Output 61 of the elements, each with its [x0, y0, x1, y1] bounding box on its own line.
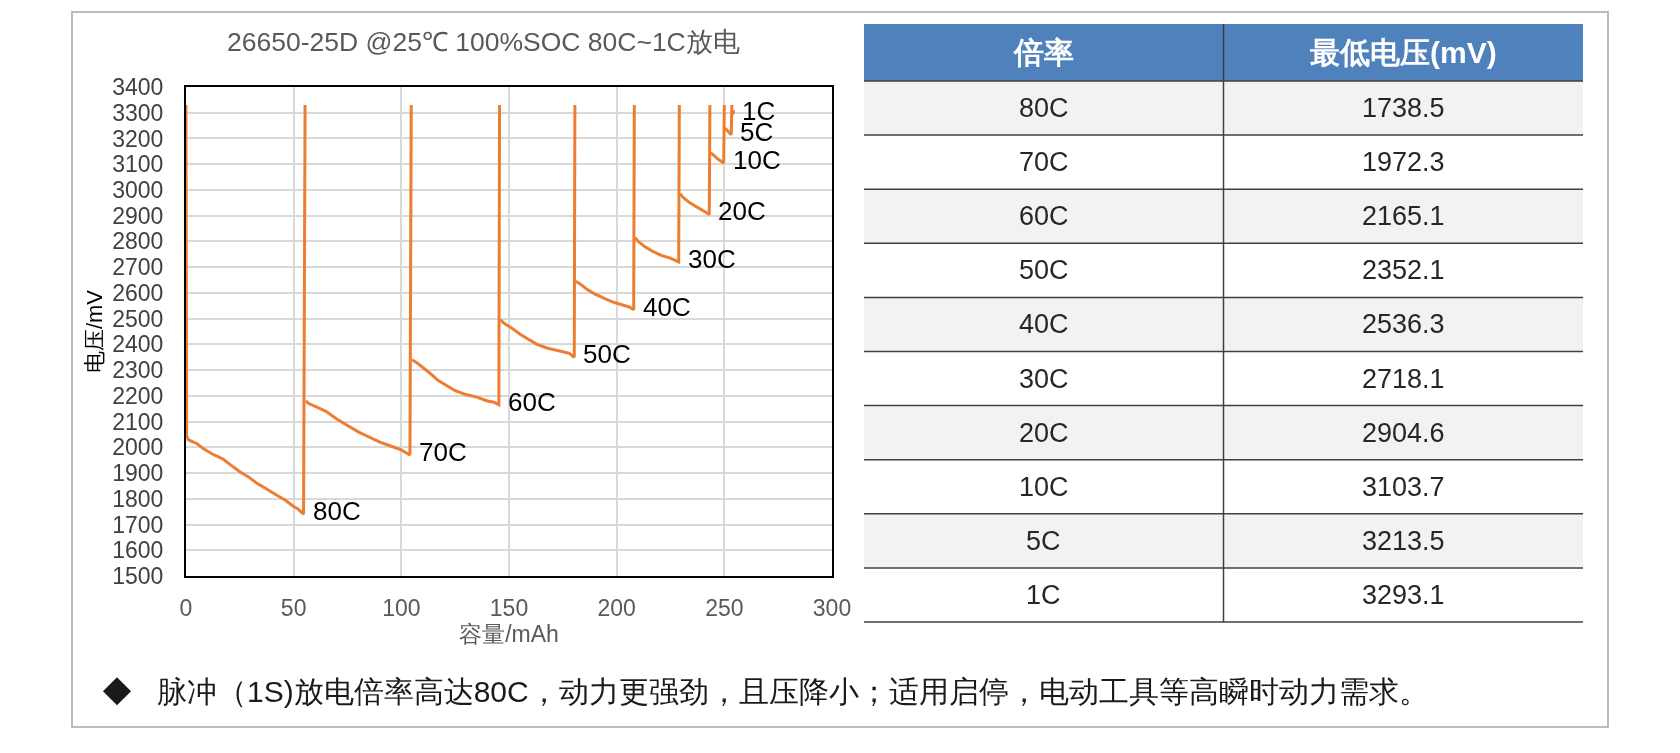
y-tick-label: 1800: [112, 485, 164, 512]
chart-title: 26650-25D @25℃ 100%SOC 80C~1C放电: [227, 27, 740, 57]
series-label: 50C: [583, 339, 631, 369]
y-tick-label: 2300: [112, 357, 164, 384]
series-label: 40C: [643, 292, 691, 322]
y-axis-title: 倍率: [1013, 36, 1074, 69]
data-label: 2536.3: [1362, 309, 1445, 339]
y-tick-label: 40C: [1019, 309, 1069, 339]
x-tick-label: 50: [280, 594, 307, 621]
y-tick-label: 80C: [1019, 93, 1069, 123]
data-label: 3213.5: [1362, 526, 1445, 556]
series-label: 70C: [419, 437, 467, 467]
data-label: 2165.1: [1362, 201, 1445, 231]
x-tick-label: 最低电压(mV): [1310, 36, 1497, 69]
y-tick-label: 1C: [1026, 580, 1061, 610]
data-label: 1972.3: [1362, 147, 1445, 177]
y-axis-title: 电压/mV: [81, 289, 107, 374]
y-tick-label: 60C: [1019, 201, 1069, 231]
y-tick-label: 2100: [112, 408, 164, 435]
y-tick-label: 1900: [112, 460, 164, 487]
x-tick-label: 100: [382, 594, 421, 621]
y-tick-label: 2400: [112, 331, 164, 358]
x-tick-label: 300: [812, 594, 852, 621]
data-label: 2904.6: [1362, 418, 1445, 448]
y-tick-label: 5C: [1026, 526, 1061, 556]
y-tick-label: 2000: [112, 434, 164, 461]
data-label: 2718.1: [1362, 364, 1445, 394]
y-tick-label: 2200: [112, 382, 164, 409]
data-label: 3293.1: [1362, 580, 1445, 610]
y-tick-label: 2500: [112, 305, 164, 332]
y-tick-label: 3100: [112, 151, 164, 178]
x-tick-label: 0: [179, 594, 193, 621]
series-label: 60C: [508, 387, 556, 417]
x-axis-title: 容量/mAh: [459, 620, 559, 647]
y-tick-label: 2800: [112, 228, 164, 255]
data-label: 1738.5: [1362, 93, 1445, 123]
y-tick-label: 3000: [112, 177, 164, 203]
y-tick-label: 10C: [1019, 472, 1069, 502]
y-tick-label: 70C: [1019, 147, 1069, 177]
y-tick-label: 20C: [1019, 418, 1069, 448]
y-tick-label: 1500: [112, 563, 164, 590]
y-tick-label: 30C: [1019, 364, 1069, 394]
series-label: 80C: [313, 496, 361, 526]
text: ◆ 脉冲（1S)放电倍率高达80C，动力更强劲，且压降小；适用启停，电动工具等高瞬时动力需求。: [102, 675, 1429, 708]
y-tick-label: 2700: [112, 254, 164, 281]
y-tick-label: 3200: [112, 125, 164, 152]
y-tick-label: 3300: [112, 99, 164, 126]
y-tick-label: 2600: [112, 279, 164, 306]
y-tick-label: 50C: [1019, 255, 1069, 285]
y-tick-label: 3400: [112, 74, 164, 101]
x-tick-label: 150: [489, 594, 529, 621]
x-tick-label: 200: [597, 594, 636, 621]
series-label: 10C: [733, 145, 781, 175]
data-label: 3103.7: [1362, 472, 1445, 502]
y-tick-label: 2900: [112, 202, 164, 229]
y-tick-label: 1600: [112, 537, 164, 564]
x-tick-label: 250: [705, 594, 744, 621]
y-tick-label: 1700: [112, 511, 164, 538]
series-label: 20C: [718, 196, 766, 226]
series-label: 30C: [688, 244, 736, 274]
data-label: 2352.1: [1362, 255, 1445, 285]
